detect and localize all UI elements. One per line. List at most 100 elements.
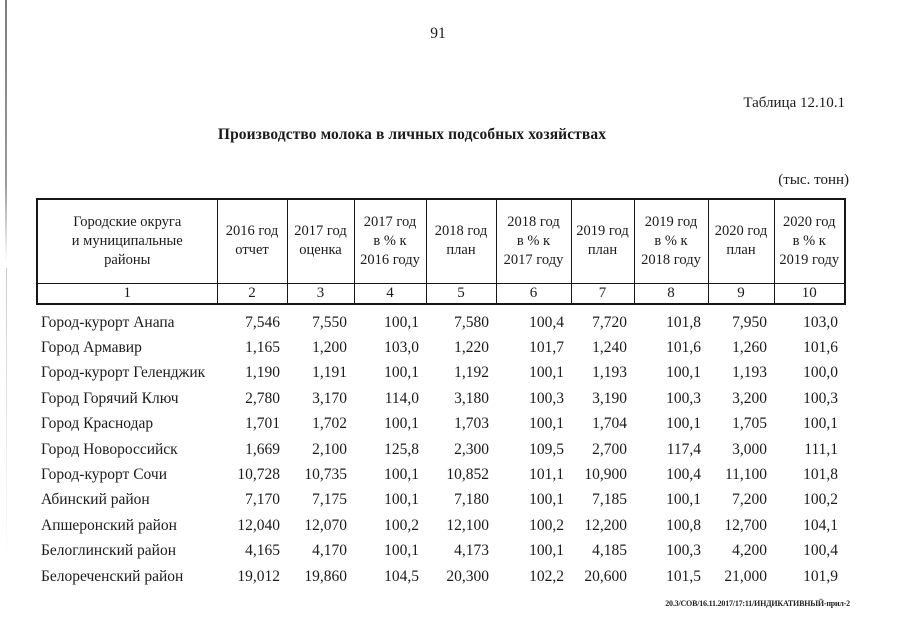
- footer-stamp: 20.3/СОВ/16.11.2017/17:11/ИНДИКАТИВНЫЙ-п…: [665, 599, 850, 608]
- table-row: Город Краснодар 1,701 1,702 100,1 1,703 100,1…: [36, 412, 844, 437]
- table-row: Апшеронский район 12,040 12,070 100,2 12,100…: [36, 513, 844, 538]
- table-row: Город Армавир 1,165 1,200 103,0 1,220 101,7 1,…: [36, 335, 844, 360]
- column-header: Городские округа и муниципальные районы: [36, 198, 218, 284]
- territory-name: Город Горячий Ключ: [41, 389, 179, 407]
- territory-name: Апшеронский район: [41, 516, 177, 534]
- value-cell: 100,2: [803, 491, 838, 509]
- value-cell: 7,180: [454, 491, 489, 509]
- table-row: Город-курорт Сочи 10,728 10,735 100,1 10,852…: [36, 462, 844, 487]
- table-row: Город Новороссийск 1,669 2,100 125,8 2,300 10…: [36, 437, 844, 462]
- value-cell: 12,040: [237, 516, 280, 534]
- table-caption-label: Таблица 12.10.1: [743, 95, 845, 111]
- value-cell: 100,1: [384, 364, 419, 382]
- column-number: 9: [707, 282, 775, 305]
- territory-name: Белореченский район: [41, 567, 184, 585]
- value-cell: 1,190: [245, 364, 280, 382]
- value-cell: 2,780: [245, 389, 280, 407]
- table-row: Город Горячий Ключ 2,780 3,170 114,0 3,180 10…: [36, 386, 844, 411]
- value-cell: 103,0: [384, 339, 419, 357]
- value-cell: 101,1: [529, 466, 564, 484]
- value-cell: 12,070: [304, 516, 347, 534]
- value-cell: 103,0: [803, 313, 838, 331]
- column-number: 8: [633, 282, 709, 305]
- value-cell: 4,173: [454, 542, 489, 560]
- column-number: 5: [425, 282, 497, 305]
- territory-name: Город Краснодар: [41, 415, 154, 433]
- value-cell: 101,5: [666, 567, 701, 585]
- value-cell: 1,193: [732, 364, 767, 382]
- value-cell: 1,220: [454, 339, 489, 357]
- value-cell: 1,200: [312, 339, 347, 357]
- value-cell: 1,191: [312, 364, 347, 382]
- value-cell: 12,700: [724, 516, 767, 534]
- territory-name: Город-курорт Анапа: [41, 313, 175, 331]
- value-cell: 100,0: [803, 364, 838, 382]
- value-cell: 3,190: [592, 389, 627, 407]
- table-row: Белоглинский район 4,165 4,170 100,1 4,173 10…: [36, 539, 844, 564]
- value-cell: 1,704: [592, 415, 627, 433]
- value-cell: 100,1: [666, 491, 701, 509]
- value-cell: 101,6: [666, 339, 701, 357]
- territory-name: Город Новороссийск: [41, 440, 178, 458]
- value-cell: 7,546: [245, 313, 280, 331]
- units-note: (тыс. тонн): [778, 172, 849, 188]
- value-cell: 101,7: [529, 339, 564, 357]
- value-cell: 2,100: [312, 440, 347, 458]
- value-cell: 101,8: [803, 466, 838, 484]
- value-cell: 100,1: [529, 415, 564, 433]
- value-cell: 3,170: [312, 389, 347, 407]
- value-cell: 100,4: [803, 542, 838, 560]
- value-cell: 101,8: [666, 313, 701, 331]
- value-cell: 7,950: [732, 313, 767, 331]
- value-cell: 100,1: [384, 415, 419, 433]
- value-cell: 100,1: [384, 542, 419, 560]
- value-cell: 7,200: [732, 491, 767, 509]
- value-cell: 100,1: [529, 542, 564, 560]
- document-title: Производство молока в личных подсобных х…: [217, 126, 607, 143]
- value-cell: 3,180: [454, 389, 489, 407]
- value-cell: 1,702: [312, 415, 347, 433]
- value-cell: 100,4: [666, 466, 701, 484]
- value-cell: 100,1: [803, 415, 838, 433]
- value-cell: 4,200: [732, 542, 767, 560]
- value-cell: 101,9: [803, 567, 838, 585]
- column-header: 2017 год оценка: [286, 198, 355, 284]
- value-cell: 21,000: [724, 567, 767, 585]
- value-cell: 104,1: [803, 516, 838, 534]
- column-header: 2018 год план: [425, 198, 497, 284]
- value-cell: 1,701: [245, 415, 280, 433]
- column-number: 2: [216, 282, 288, 305]
- territory-name: Белоглинский район: [41, 542, 177, 560]
- milk-production-table-body: Город-курорт Анапа 7,546 7,550 100,1 7,580 10…: [36, 310, 844, 589]
- value-cell: 7,170: [245, 491, 280, 509]
- value-cell: 102,2: [529, 567, 564, 585]
- value-cell: 7,720: [592, 313, 627, 331]
- value-cell: 1,260: [732, 339, 767, 357]
- value-cell: 100,3: [529, 389, 564, 407]
- table-row: Абинский район 7,170 7,175 100,1 7,180 100,1 7…: [36, 488, 844, 513]
- value-cell: 2,300: [454, 440, 489, 458]
- value-cell: 11,100: [724, 466, 767, 484]
- milk-production-table-header: Городские округа и муниципальные районы 2…: [36, 198, 846, 305]
- territory-name: Абинский район: [41, 491, 150, 509]
- column-header: 2020 год в % к 2019 году: [773, 198, 846, 284]
- column-number: 3: [286, 282, 355, 305]
- value-cell: 1,165: [245, 339, 280, 357]
- value-cell: 104,5: [384, 567, 419, 585]
- value-cell: 1,240: [592, 339, 627, 357]
- column-header: 2019 год в % к 2018 году: [633, 198, 709, 284]
- value-cell: 100,3: [666, 542, 701, 560]
- header-row: Городские округа и муниципальные районы 2…: [36, 198, 846, 284]
- value-cell: 1,192: [454, 364, 489, 382]
- territory-name: Город Армавир: [41, 339, 142, 357]
- value-cell: 19,860: [304, 567, 347, 585]
- value-cell: 100,1: [529, 364, 564, 382]
- value-cell: 100,2: [529, 516, 564, 534]
- value-cell: 100,1: [529, 491, 564, 509]
- value-cell: 12,200: [584, 516, 627, 534]
- value-cell: 3,200: [732, 389, 767, 407]
- value-cell: 100,1: [384, 491, 419, 509]
- table-rows: Город-курорт Анапа 7,546 7,550 100,1 7,580 10…: [36, 310, 844, 589]
- territory-name: Город-курорт Сочи: [41, 466, 167, 484]
